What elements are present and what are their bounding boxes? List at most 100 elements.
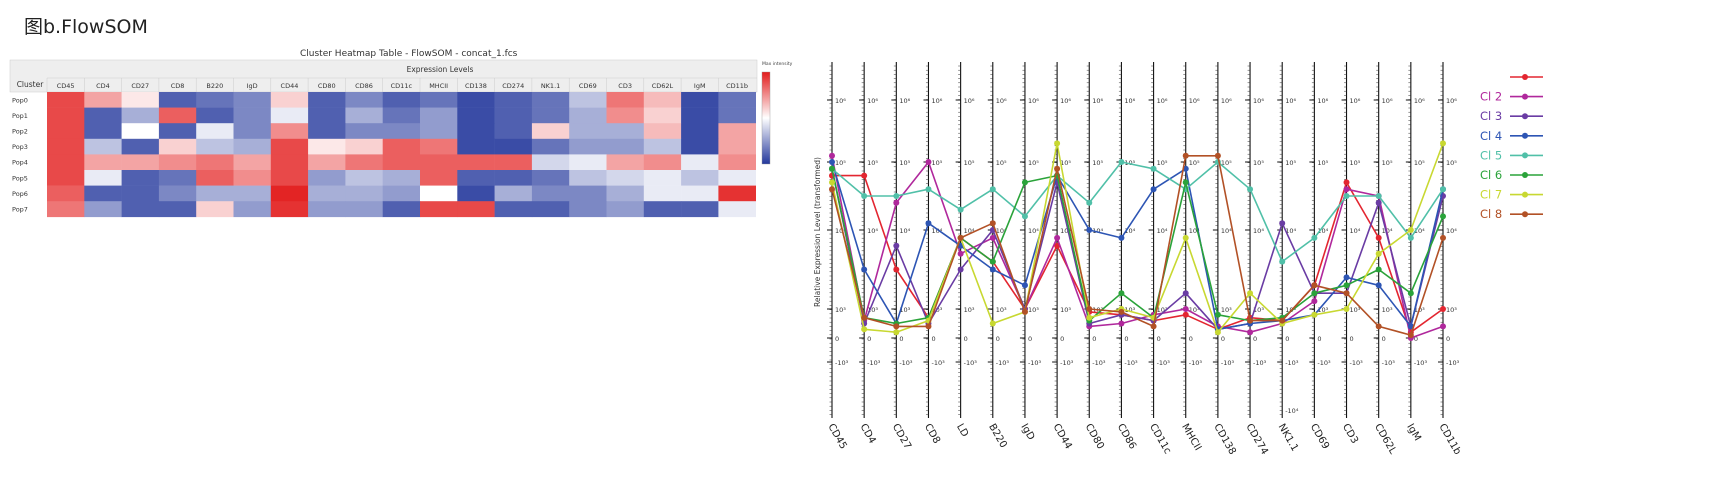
axis-tick-label: 10⁶ <box>1124 97 1135 105</box>
series-point <box>989 320 996 327</box>
series-point <box>1375 199 1382 206</box>
heatmap-cell <box>606 92 645 108</box>
series-point <box>989 234 996 241</box>
axis-tick-label: 0 <box>1092 335 1096 343</box>
axis-tick-label: 10⁵ <box>1124 159 1135 167</box>
heatmap-cell <box>196 123 234 140</box>
heatmap-cell <box>84 201 122 218</box>
heatmap-cell <box>606 170 645 186</box>
heatmap-cell <box>606 154 645 171</box>
heatmap-cell <box>158 123 197 140</box>
parallel-axis-label: LD <box>954 422 970 439</box>
heatmap-cell <box>47 138 85 155</box>
heatmap-cell <box>420 170 458 186</box>
heatmap-cell <box>457 201 495 218</box>
heatmap-cell <box>270 170 309 186</box>
heatmap-cell <box>345 185 383 202</box>
heatmap-col-label: CD138 <box>465 82 487 90</box>
axis-tick-label: 10⁶ <box>1285 97 1296 105</box>
heatmap-cell <box>84 107 122 124</box>
heatmap-row-label: Pop2 <box>12 128 28 136</box>
heatmap-cell <box>681 107 719 124</box>
series-point <box>1182 306 1189 312</box>
axis-tick-label: 0 <box>996 335 1000 343</box>
series-point <box>1375 323 1382 330</box>
parallel-axis-label: CD3 <box>1340 422 1360 446</box>
axis-tick-label: 10⁶ <box>1317 97 1328 105</box>
axis-tick-label: 10³ <box>1189 306 1200 314</box>
axis-tick-label: -10³ <box>867 359 881 367</box>
series-point <box>1150 165 1157 172</box>
axis-tick-label: 10⁶ <box>899 97 910 105</box>
axis-tick-label: -10³ <box>1414 359 1428 367</box>
axis-tick-label: 0 <box>835 335 839 343</box>
axis-tick-label: 10⁶ <box>1157 97 1168 105</box>
axis-tick-label: 10⁶ <box>1221 97 1232 105</box>
axis-tick-label: 10⁴ <box>1414 227 1425 235</box>
axis-tick-label: 10⁶ <box>1028 97 1039 105</box>
axis-tick-label: 0 <box>1157 335 1161 343</box>
axis-tick-label: 10⁵ <box>835 159 846 167</box>
axis-tick-label: -10³ <box>899 359 913 367</box>
series-point <box>1311 311 1318 318</box>
series-point <box>957 206 964 213</box>
series-point <box>1247 329 1254 336</box>
legend-marker <box>1522 172 1528 178</box>
y-axis-label: Relative Expression Level (transformed) <box>813 157 822 307</box>
series-point <box>1054 165 1061 172</box>
heatmap-cell <box>121 154 160 171</box>
heatmap-cell <box>494 154 533 171</box>
heatmap-cell <box>420 185 458 202</box>
series-point <box>893 266 900 273</box>
heatmap-cell <box>643 92 682 108</box>
axis-tick-label: 0 <box>1446 335 1450 343</box>
series-point <box>1214 152 1221 159</box>
series-point <box>1375 266 1382 273</box>
heatmap-cell <box>308 123 346 140</box>
axis-tick-label: -10³ <box>1382 359 1396 367</box>
series-point <box>1375 234 1382 241</box>
series-point <box>829 152 835 159</box>
legend-label: Cl 5 <box>1480 148 1502 162</box>
series-point <box>861 314 868 321</box>
series-point <box>1440 186 1446 193</box>
axis-tick-label: 10⁶ <box>964 97 975 105</box>
axis-tick-label: 10⁵ <box>931 159 942 167</box>
axis-tick-label: 0 <box>1221 335 1225 343</box>
parallel-axis-label: CD44 <box>1051 422 1074 451</box>
heatmap-cell <box>531 123 570 140</box>
axis-tick-label: 10⁴ <box>867 227 878 235</box>
heatmap-cell <box>643 201 682 218</box>
heatmap-cell <box>569 107 607 124</box>
axis-tick-label: -10³ <box>1028 359 1042 367</box>
series-point <box>1118 308 1125 315</box>
heatmap-col-label: CD3 <box>618 82 632 90</box>
series-point <box>989 266 996 273</box>
heatmap-cell <box>494 185 533 202</box>
axis-tick-label: 10⁶ <box>1446 97 1457 105</box>
heatmap-cell <box>420 123 458 140</box>
axis-tick-label: 0 <box>1317 335 1321 343</box>
heatmap-cell <box>308 185 346 202</box>
heatmap-cell <box>158 170 197 186</box>
axis-tick-label: 10⁵ <box>1092 159 1103 167</box>
axis-tick-label: 10⁵ <box>1157 159 1168 167</box>
heatmap-cell <box>233 92 272 108</box>
heatmap-group-header: Expression Levels <box>407 65 474 74</box>
heatmap-cell <box>457 107 495 124</box>
heatmap-cell <box>233 138 272 155</box>
parallel-axis-label: IgM <box>1404 422 1422 443</box>
heatmap-col-label: CD4 <box>96 82 110 90</box>
series-point <box>1247 317 1254 324</box>
parallel-axis-label: MHCII <box>1179 422 1203 453</box>
series-point <box>1182 152 1189 159</box>
heatmap-cell <box>681 154 719 171</box>
axis-tick-label: 10⁶ <box>1382 97 1393 105</box>
axis-tick-label: 10⁵ <box>1382 159 1393 167</box>
axis-tick-label: 10⁴ <box>1092 227 1103 235</box>
heatmap-cell <box>196 107 234 124</box>
axis-tick-label: -10³ <box>1124 359 1138 367</box>
axis-tick-label: 10³ <box>1253 306 1264 314</box>
heatmap-row-label: Pop1 <box>12 112 28 120</box>
heatmap-col-label: CD27 <box>131 82 149 90</box>
